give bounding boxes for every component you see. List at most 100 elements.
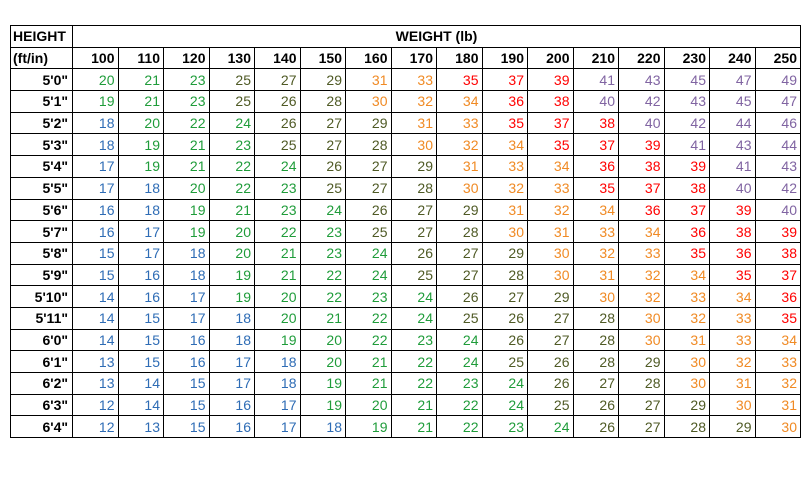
bmi-cell: 13 <box>117 415 164 439</box>
bmi-cell: 22 <box>436 393 483 417</box>
height-label: 5'0" <box>10 68 73 92</box>
bmi-cell: 29 <box>345 111 392 135</box>
bmi-cell: 19 <box>299 372 346 395</box>
bmi-cell: 47 <box>754 90 801 113</box>
bmi-cell: 45 <box>709 90 756 113</box>
bmi-cell: 38 <box>527 90 574 113</box>
bmi-cell: 23 <box>299 220 346 243</box>
bmi-cell: 36 <box>481 90 528 113</box>
bmi-cell: 49 <box>754 68 801 92</box>
bmi-cell: 21 <box>390 415 437 439</box>
bmi-cell: 33 <box>572 220 619 243</box>
bmi-cell: 19 <box>208 285 255 308</box>
table-row: 6'2" 13 14 15 17 18 19 21 22 23 24 26 27 28 30 31 32 <box>10 372 801 395</box>
bmi-cell: 27 <box>299 111 346 135</box>
bmi-cell: 40 <box>618 111 665 135</box>
bmi-cell: 33 <box>663 285 710 308</box>
bmi-cell: 27 <box>436 241 483 265</box>
bmi-cell: 32 <box>618 263 665 287</box>
weight-column-header: 110 <box>117 46 164 70</box>
bmi-cell: 29 <box>299 68 346 92</box>
bmi-cell: 40 <box>754 198 801 222</box>
bmi-cell: 15 <box>163 393 210 417</box>
table-row: 5'11" 14 15 17 18 20 21 22 24 25 26 27 28 30 32 33 35 <box>10 306 801 330</box>
weight-column-header: 130 <box>208 46 255 70</box>
bmi-cell: 33 <box>481 155 528 178</box>
bmi-cell: 30 <box>754 415 801 439</box>
bmi-cell: 33 <box>390 68 437 92</box>
bmi-cell: 30 <box>390 133 437 157</box>
bmi-cell: 24 <box>299 198 346 222</box>
table-row: 5'8" 15 17 18 20 21 23 24 26 27 29 30 32 33 35 36 38 <box>10 241 801 265</box>
bmi-cell: 30 <box>436 176 483 200</box>
bmi-cell: 23 <box>299 241 346 265</box>
bmi-cell: 42 <box>754 176 801 200</box>
bmi-cell: 38 <box>618 155 665 178</box>
bmi-cell: 18 <box>117 176 164 200</box>
bmi-cell: 27 <box>254 68 301 92</box>
bmi-cell: 30 <box>663 372 710 395</box>
bmi-cell: 23 <box>163 68 210 92</box>
bmi-cell: 18 <box>163 263 210 287</box>
bmi-cell: 43 <box>618 68 665 92</box>
bmi-cell: 20 <box>72 68 119 92</box>
bmi-cell: 16 <box>117 263 164 287</box>
bmi-cell: 21 <box>390 393 437 417</box>
bmi-cell: 28 <box>572 350 619 373</box>
bmi-cell: 40 <box>709 176 756 200</box>
bmi-cell: 15 <box>163 415 210 439</box>
header-row-1: HEIGHT WEIGHT (lb) <box>10 25 801 48</box>
bmi-cell: 44 <box>709 111 756 135</box>
weight-column-header: 180 <box>436 46 483 70</box>
bmi-cell: 27 <box>572 372 619 395</box>
bmi-cell: 24 <box>208 111 255 135</box>
weight-column-header: 250 <box>754 46 801 70</box>
bmi-cell: 24 <box>390 306 437 330</box>
table-row: 5'10" 14 16 17 19 20 22 23 24 26 27 29 30 32 33 34 36 <box>10 285 801 308</box>
bmi-cell: 27 <box>345 176 392 200</box>
bmi-cell: 29 <box>618 350 665 373</box>
bmi-cell: 17 <box>208 372 255 395</box>
bmi-cell: 43 <box>709 133 756 157</box>
bmi-cell: 20 <box>208 220 255 243</box>
bmi-cell: 29 <box>390 155 437 178</box>
bmi-cell: 18 <box>208 306 255 330</box>
bmi-cell: 43 <box>663 90 710 113</box>
bmi-cell: 25 <box>345 220 392 243</box>
bmi-cell: 27 <box>481 285 528 308</box>
bmi-cell: 17 <box>72 176 119 200</box>
weight-column-header: 160 <box>345 46 392 70</box>
bmi-cell: 24 <box>436 350 483 373</box>
bmi-cell: 22 <box>345 306 392 330</box>
bmi-cell: 31 <box>663 328 710 352</box>
bmi-cell: 22 <box>390 372 437 395</box>
bmi-cell: 41 <box>663 133 710 157</box>
bmi-cell: 33 <box>436 111 483 135</box>
bmi-cell: 18 <box>208 328 255 352</box>
bmi-cell: 19 <box>299 393 346 417</box>
bmi-cell: 27 <box>527 306 574 330</box>
table-row: 5'6" 16 18 19 21 23 24 26 27 29 31 32 34 36 37 39 40 <box>10 198 801 222</box>
bmi-cell: 18 <box>254 372 301 395</box>
bmi-cell: 35 <box>481 111 528 135</box>
bmi-cell: 24 <box>345 241 392 265</box>
bmi-cell: 27 <box>345 155 392 178</box>
bmi-cell: 32 <box>572 241 619 265</box>
bmi-cell: 20 <box>299 350 346 373</box>
bmi-cell: 19 <box>72 90 119 113</box>
bmi-cell: 15 <box>117 350 164 373</box>
bmi-cell: 26 <box>254 111 301 135</box>
bmi-cell: 24 <box>527 415 574 439</box>
bmi-cell: 26 <box>299 155 346 178</box>
bmi-cell: 16 <box>208 393 255 417</box>
bmi-cell: 30 <box>618 328 665 352</box>
bmi-cell: 41 <box>709 155 756 178</box>
bmi-cell: 35 <box>527 133 574 157</box>
bmi-cell: 14 <box>72 306 119 330</box>
bmi-cell: 19 <box>163 220 210 243</box>
bmi-cell: 21 <box>254 241 301 265</box>
bmi-cell: 12 <box>72 415 119 439</box>
bmi-cell: 34 <box>436 90 483 113</box>
bmi-cell: 46 <box>754 111 801 135</box>
height-label: 5'1" <box>10 90 73 113</box>
